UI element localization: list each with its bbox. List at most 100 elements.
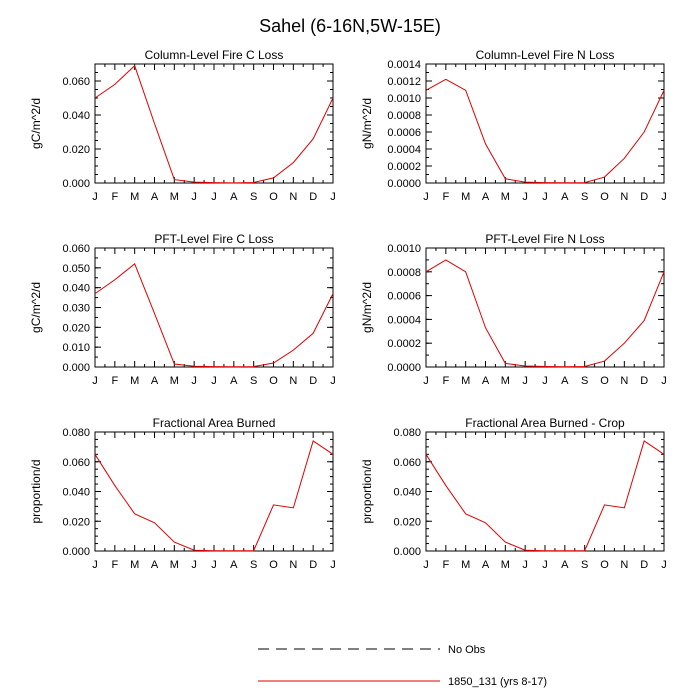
x-tick-label: N [289,191,297,203]
y-axis-label: proportion/d [29,459,43,523]
x-tick-label: N [620,375,628,387]
x-tick-label: F [111,559,118,571]
x-tick-label: S [581,559,588,571]
x-tick-label: J [661,191,667,203]
x-tick-label: S [250,559,257,571]
y-tick-label: 0.0006 [387,127,421,139]
y-tick-label: 0.020 [62,516,90,528]
x-tick-label: A [230,375,238,387]
y-tick-label: 0.080 [62,427,90,439]
x-tick-label: D [640,375,648,387]
y-tick-label: 0.060 [62,243,90,255]
panel-title: Column-Level Fire C Loss [145,48,284,62]
x-tick-label: A [561,191,569,203]
y-tick-label: 0.040 [62,283,90,295]
y-tick-label: 0.0008 [387,110,421,122]
x-tick-label: O [269,375,278,387]
x-tick-label: D [309,559,317,571]
x-tick-label: S [250,191,257,203]
x-tick-label: A [482,559,490,571]
x-tick-label: M [501,375,510,387]
legend-label-series: 1850_131 (yrs 8-17) [448,676,547,688]
y-tick-label: 0.0004 [387,314,421,326]
y-tick-label: 0.0010 [387,93,421,105]
panel-title: Column-Level Fire N Loss [476,48,615,62]
y-tick-label: 0.040 [393,487,421,499]
y-tick-label: 0.010 [62,342,90,354]
x-tick-label: M [461,559,470,571]
x-tick-label: O [600,191,609,203]
x-tick-label: M [130,559,139,571]
plot-frame [425,247,665,368]
x-tick-label: J [542,375,548,387]
x-tick-label: A [151,559,159,571]
figure-title: Sahel (6-16N,5W-15E) [259,16,441,36]
x-tick-label: J [92,559,98,571]
x-tick-label: O [600,559,609,571]
x-tick-label: F [442,191,449,203]
x-tick-label: J [522,375,528,387]
x-tick-label: J [191,191,197,203]
series-line [425,78,665,184]
y-tick-label: 0.080 [393,427,421,439]
y-tick-label: 0.000 [393,546,421,558]
y-axis-label: gC/m^2/d [29,98,43,149]
x-tick-label: J [542,191,548,203]
x-tick-label: M [170,191,179,203]
x-tick-label: N [620,191,628,203]
x-tick-label: M [501,191,510,203]
x-tick-label: A [230,191,238,203]
x-tick-label: J [423,375,429,387]
y-tick-label: 0.060 [62,457,90,469]
y-tick-label: 0.0002 [387,161,421,173]
y-tick-label: 0.030 [62,303,90,315]
x-tick-label: O [600,375,609,387]
x-tick-label: O [269,191,278,203]
plot-frame [425,63,665,184]
x-tick-label: F [111,375,118,387]
x-tick-label: J [661,559,667,571]
x-tick-label: S [581,191,588,203]
x-tick-label: O [269,559,278,571]
x-tick-label: S [581,375,588,387]
x-tick-label: A [151,191,159,203]
x-tick-label: M [461,375,470,387]
y-tick-label: 0.0002 [387,338,421,350]
x-tick-label: D [640,191,648,203]
x-tick-label: J [522,191,528,203]
panel-title: Fractional Area Burned [153,416,276,430]
x-tick-label: A [482,375,490,387]
y-tick-label: 0.020 [393,516,421,528]
x-tick-label: M [170,375,179,387]
x-tick-label: J [522,559,528,571]
panel-title: PFT-Level Fire C Loss [154,232,273,246]
y-axis-label: proportion/d [360,459,374,523]
y-tick-label: 0.0008 [387,267,421,279]
series-line [94,440,334,552]
x-tick-label: J [211,191,217,203]
x-tick-label: A [151,375,159,387]
y-tick-label: 0.020 [62,144,90,156]
x-tick-label: M [130,191,139,203]
x-tick-label: N [620,559,628,571]
y-tick-label: 0.0000 [387,178,421,190]
y-tick-label: 0.0010 [387,243,421,255]
y-tick-label: 0.0000 [387,362,421,374]
x-tick-label: J [191,375,197,387]
x-tick-label: D [309,191,317,203]
x-tick-label: F [442,375,449,387]
y-axis-label: gN/m^2/d [360,282,374,333]
panel-title: PFT-Level Fire N Loss [485,232,604,246]
y-tick-label: 0.060 [62,76,90,88]
x-tick-label: F [111,191,118,203]
y-tick-label: 0.040 [62,487,90,499]
y-tick-label: 0.000 [62,546,90,558]
x-tick-label: J [661,375,667,387]
x-tick-label: J [330,375,336,387]
plot-frame [94,63,334,184]
